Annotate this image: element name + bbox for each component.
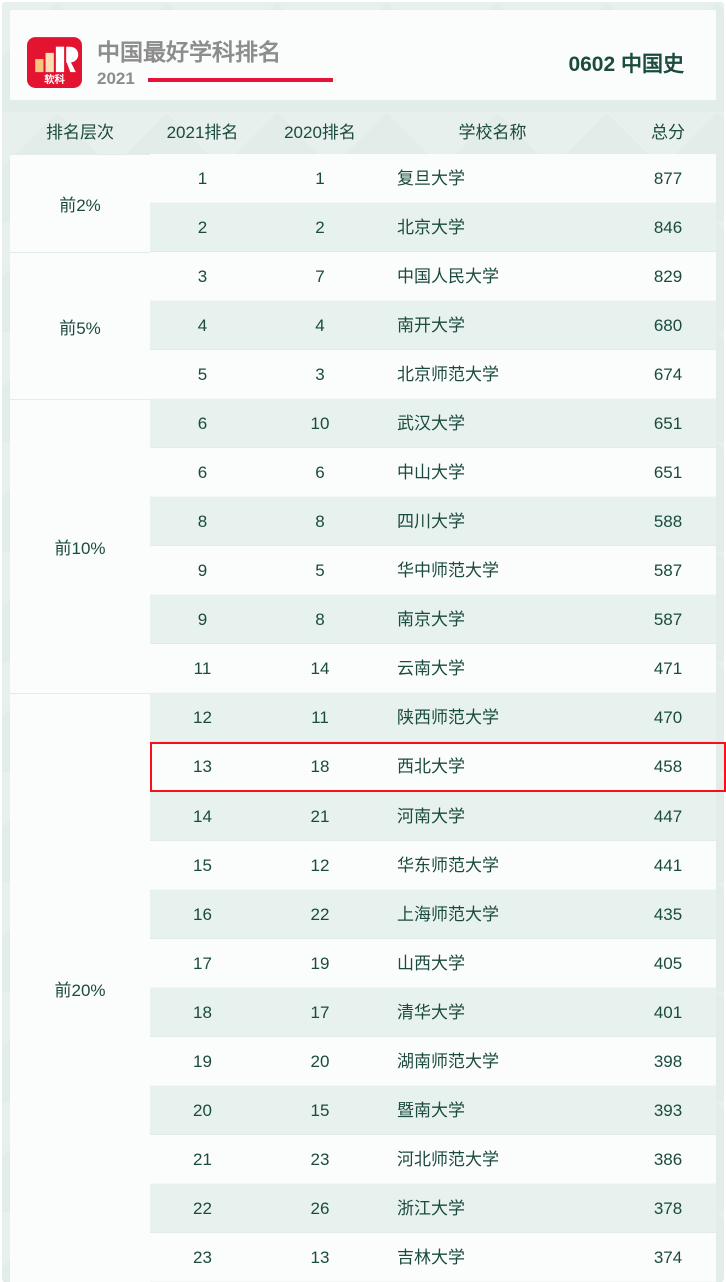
svg-text:软科: 软科 xyxy=(44,73,65,86)
